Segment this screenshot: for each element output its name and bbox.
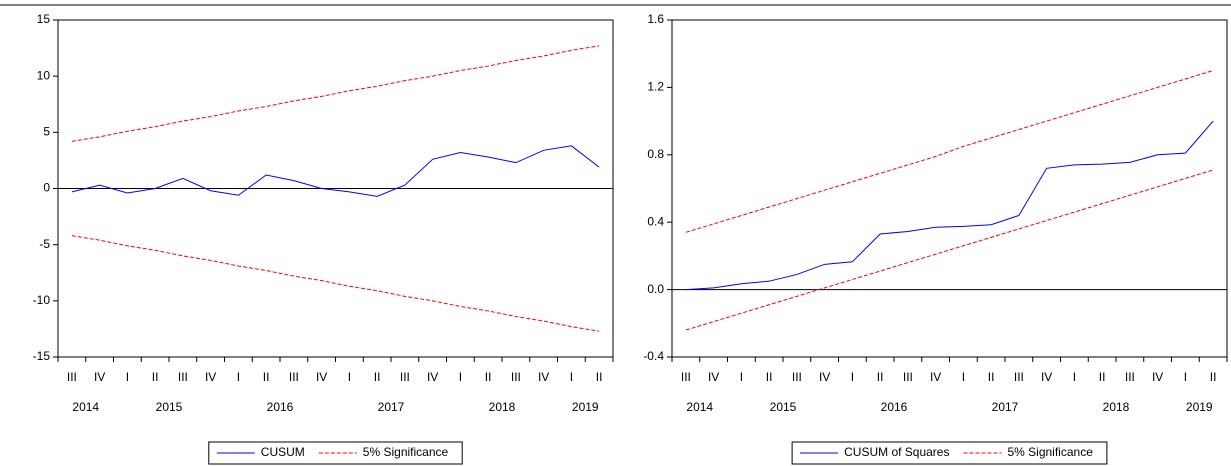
y-tick-label: 1.6 xyxy=(647,12,664,26)
legend-label: 5% Significance xyxy=(1007,445,1093,459)
x-tick-label: IV xyxy=(1152,370,1163,384)
x-tick-label: III xyxy=(1125,370,1135,384)
legend: CUSUM of Squares 5% Significance xyxy=(791,441,1108,465)
x-tick-label: III xyxy=(178,370,188,384)
x-tick-label: III xyxy=(400,370,410,384)
x-tick-label: IV xyxy=(316,370,327,384)
x-tick-label: IV xyxy=(538,370,549,384)
legend-label: CUSUM xyxy=(261,445,305,459)
year-label: 2017 xyxy=(992,400,1019,414)
y-tick-label: 10 xyxy=(37,68,51,82)
y-tick-label: -5 xyxy=(39,237,50,251)
x-tick-label: IV xyxy=(427,370,438,384)
year-label: 2016 xyxy=(267,400,294,414)
y-tick-label: 0 xyxy=(43,181,50,195)
x-tick-label: III xyxy=(511,370,521,384)
year-label: 2015 xyxy=(770,400,797,414)
x-tick-label: I xyxy=(1073,370,1076,384)
series-line xyxy=(685,120,1214,291)
series-line xyxy=(71,145,600,197)
y-tick-label: -15 xyxy=(33,349,51,363)
x-tick-label: IV xyxy=(1041,370,1052,384)
x-tick-label: IV xyxy=(930,370,941,384)
x-tick-label: III xyxy=(792,370,802,384)
legend-box xyxy=(791,441,1108,465)
x-tick-label: IV xyxy=(205,370,216,384)
x-tick-label: II xyxy=(374,370,381,384)
y-tick-label: -0.4 xyxy=(643,349,664,363)
x-tick-label: III xyxy=(1014,370,1024,384)
x-tick-label: I xyxy=(126,370,129,384)
legend-box xyxy=(208,441,463,465)
x-tick-label: II xyxy=(1210,370,1217,384)
x-tick-label: IV xyxy=(819,370,830,384)
x-tick-label: IV xyxy=(94,370,105,384)
y-tick-label: -10 xyxy=(33,293,51,307)
x-tick-label: I xyxy=(740,370,743,384)
series-line xyxy=(71,235,600,332)
x-tick-label: II xyxy=(1099,370,1106,384)
x-tick-label: II xyxy=(766,370,773,384)
legend: CUSUM 5% Significance xyxy=(208,441,463,465)
x-tick-label: I xyxy=(237,370,240,384)
y-tick-label: 5 xyxy=(43,125,50,139)
year-label: 2019 xyxy=(572,400,599,414)
year-label: 2019 xyxy=(1186,400,1213,414)
plot-area xyxy=(671,19,1228,358)
year-label: 2017 xyxy=(378,400,405,414)
year-label: 2014 xyxy=(686,400,713,414)
x-tick-label: II xyxy=(263,370,270,384)
legend-label: CUSUM of Squares xyxy=(844,445,949,459)
x-tick-label: III xyxy=(681,370,691,384)
y-tick-label: 0.0 xyxy=(647,282,664,296)
x-tick-label: I xyxy=(962,370,965,384)
x-tick-label: I xyxy=(1184,370,1187,384)
x-tick-label: I xyxy=(348,370,351,384)
x-tick-label: II xyxy=(152,370,159,384)
y-tick-label: 15 xyxy=(37,12,51,26)
y-tick-label: 1.2 xyxy=(647,80,664,94)
year-label: 2015 xyxy=(156,400,183,414)
year-label: 2016 xyxy=(881,400,908,414)
x-tick-label: IV xyxy=(708,370,719,384)
series-line xyxy=(685,70,1214,233)
legend-label: 5% Significance xyxy=(363,445,449,459)
series-line xyxy=(685,169,1214,331)
x-tick-label: I xyxy=(459,370,462,384)
year-label: 2018 xyxy=(489,400,516,414)
year-label: 2014 xyxy=(72,400,99,414)
x-tick-label: I xyxy=(851,370,854,384)
x-tick-label: III xyxy=(67,370,77,384)
x-tick-label: III xyxy=(903,370,913,384)
x-tick-label: III xyxy=(289,370,299,384)
x-tick-label: II xyxy=(988,370,995,384)
series-line xyxy=(71,45,600,142)
y-tick-label: 0.8 xyxy=(647,147,664,161)
x-tick-label: II xyxy=(877,370,884,384)
x-tick-label: I xyxy=(570,370,573,384)
x-tick-label: II xyxy=(485,370,492,384)
x-tick-label: II xyxy=(596,370,603,384)
year-label: 2018 xyxy=(1103,400,1130,414)
y-tick-label: 0.4 xyxy=(647,214,664,228)
